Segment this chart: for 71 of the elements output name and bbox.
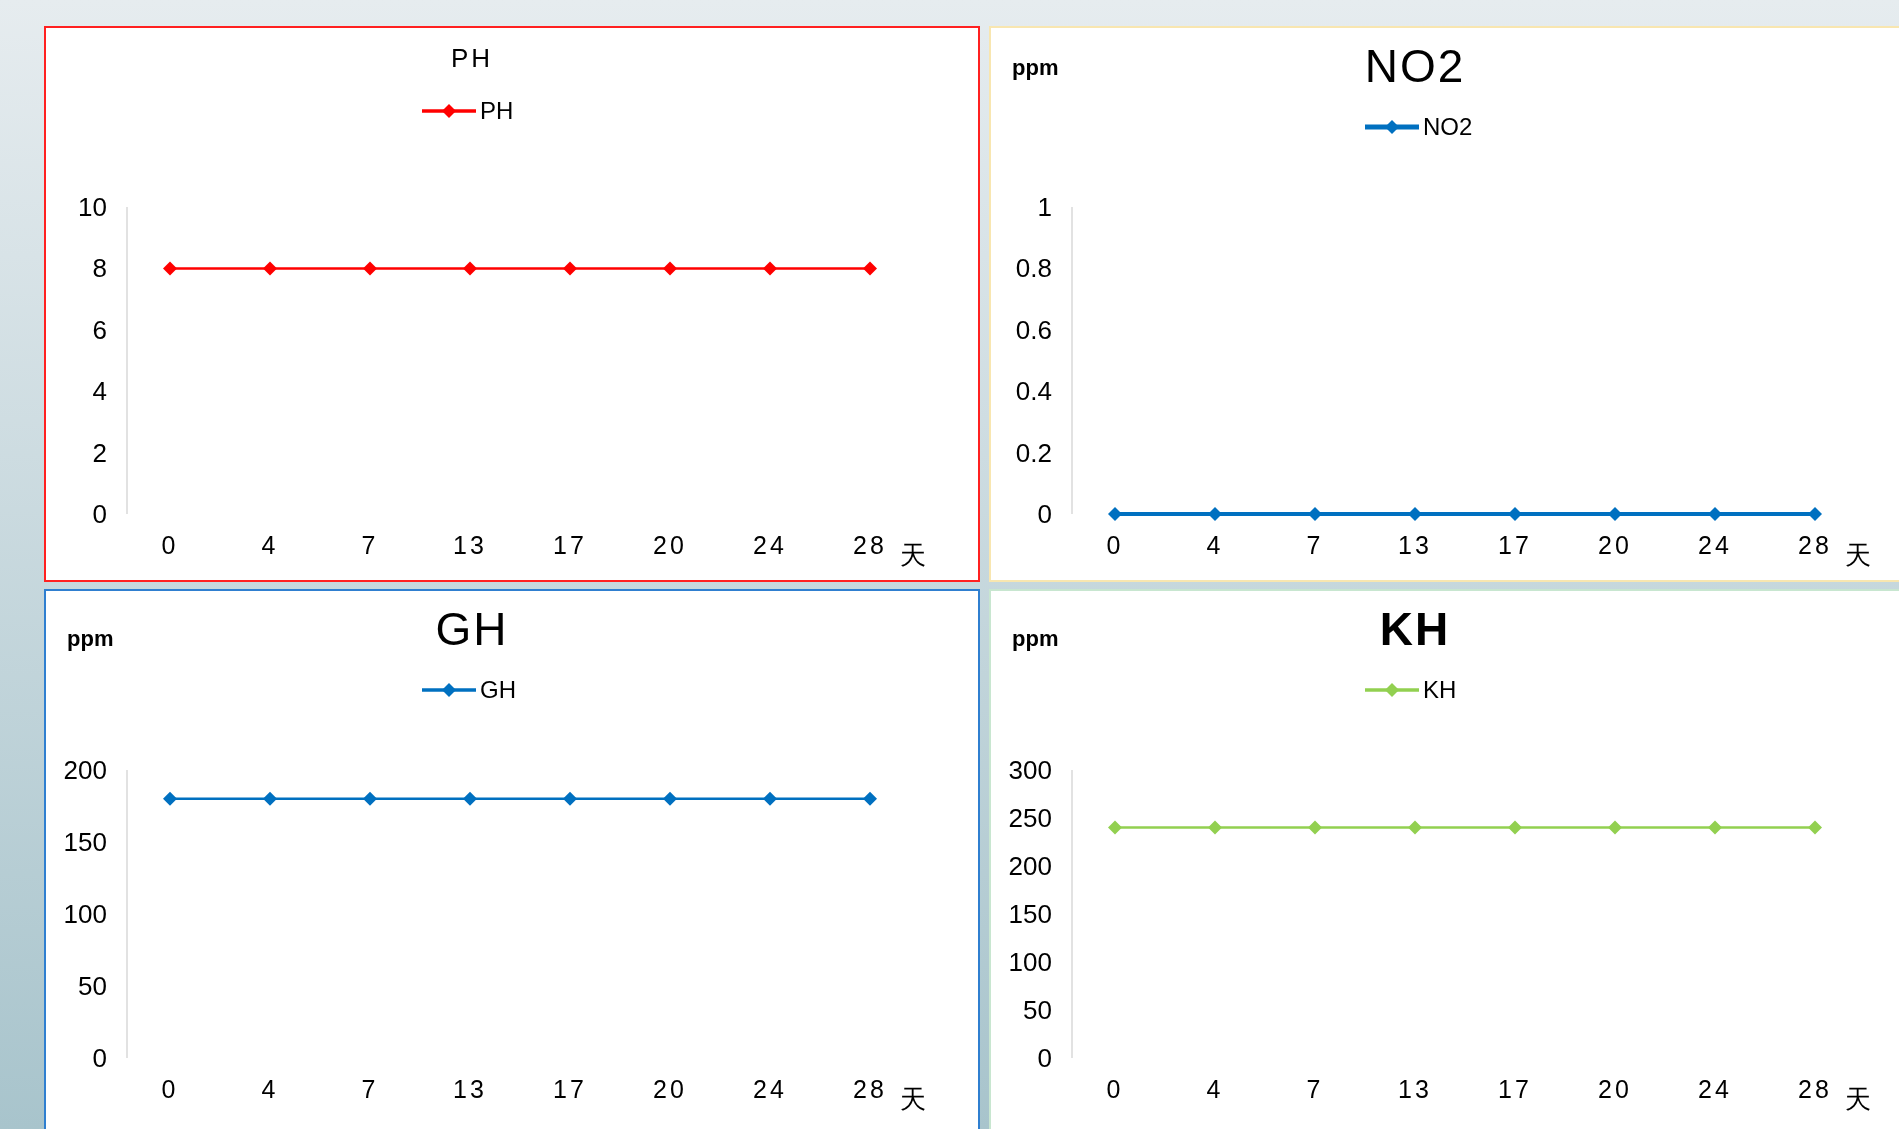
y-tick-label: 200 (1008, 851, 1052, 881)
legend-label: PH (480, 97, 514, 124)
y-tick-label: 200 (63, 755, 107, 785)
y-tick-label: 1 (1037, 192, 1052, 222)
x-tick-label: 4 (1206, 531, 1224, 559)
x-tick-label: 0 (161, 531, 179, 559)
x-tick-label: 7 (1306, 531, 1324, 559)
legend-label: KH (1423, 676, 1457, 703)
x-tick-label: 13 (1398, 531, 1432, 559)
y-tick-label: 0.2 (1015, 437, 1052, 468)
x-tick-label: 7 (361, 531, 379, 559)
x-tick-label: 17 (1498, 531, 1532, 559)
y-tick-label: 4 (92, 376, 107, 407)
x-tick-label: 24 (1698, 531, 1732, 559)
x-tick-label: 4 (261, 531, 279, 559)
x-tick-label: 17 (553, 1075, 587, 1103)
y-tick-label: 8 (92, 253, 107, 284)
y-tick-label: 50 (1023, 995, 1052, 1025)
y-tick-label: 250 (1008, 803, 1052, 833)
x-tick-label: 0 (1106, 1075, 1124, 1103)
x-axis-title: 天 (1845, 540, 1871, 570)
y-tick-label: 0.6 (1015, 314, 1052, 345)
x-tick-label: 17 (553, 531, 587, 559)
x-tick-label: 20 (1598, 1075, 1632, 1103)
x-tick-label: 24 (1698, 1075, 1732, 1103)
x-tick-label: 24 (753, 1075, 787, 1103)
x-tick-label: 7 (361, 1075, 379, 1103)
x-tick-label: 13 (1398, 1075, 1432, 1103)
y-axis-title: ppm (1012, 55, 1059, 80)
y-axis-title: ppm (1012, 626, 1059, 651)
y-tick-label: 100 (63, 899, 107, 929)
chart-title: GH (435, 603, 509, 655)
x-tick-label: 7 (1306, 1075, 1324, 1103)
chart-title: NO2 (1364, 40, 1466, 92)
y-tick-label: 300 (1008, 755, 1052, 785)
y-tick-label: 100 (1008, 947, 1052, 977)
y-tick-label: 50 (78, 971, 107, 1001)
legend-label: NO2 (1423, 113, 1473, 140)
x-tick-label: 4 (1206, 1075, 1224, 1103)
y-tick-label: 6 (92, 314, 107, 345)
x-tick-label: 28 (1798, 531, 1832, 559)
x-tick-label: 20 (653, 1075, 687, 1103)
x-tick-label: 28 (1798, 1075, 1832, 1103)
y-tick-label: 2 (92, 437, 107, 468)
y-tick-label: 150 (1008, 899, 1052, 929)
x-tick-label: 13 (453, 531, 487, 559)
x-axis-title: 天 (1845, 1084, 1871, 1114)
y-tick-label: 0.4 (1015, 376, 1052, 407)
x-tick-label: 28 (853, 1075, 887, 1103)
legend-label: GH (480, 676, 516, 703)
y-tick-label: 0 (1037, 499, 1052, 529)
x-tick-label: 0 (161, 1075, 179, 1103)
y-tick-label: 10 (78, 192, 107, 222)
x-tick-label: 24 (753, 531, 787, 559)
x-tick-label: 28 (853, 531, 887, 559)
y-tick-label: 0.8 (1015, 253, 1052, 284)
chart-title: KH (1379, 603, 1451, 655)
y-tick-label: 150 (63, 827, 107, 857)
x-axis-title: 天 (900, 540, 926, 570)
y-tick-label: 0 (1037, 1043, 1052, 1073)
x-tick-label: 4 (261, 1075, 279, 1103)
y-axis-title: ppm (67, 626, 114, 651)
x-tick-label: 20 (1598, 531, 1632, 559)
y-tick-label: 0 (92, 1043, 107, 1073)
x-tick-label: 17 (1498, 1075, 1532, 1103)
x-axis-title: 天 (900, 1084, 926, 1114)
x-tick-label: 0 (1106, 531, 1124, 559)
x-tick-label: 20 (653, 531, 687, 559)
y-tick-label: 0 (92, 499, 107, 529)
chart-title: PH (450, 43, 494, 73)
x-tick-label: 13 (453, 1075, 487, 1103)
